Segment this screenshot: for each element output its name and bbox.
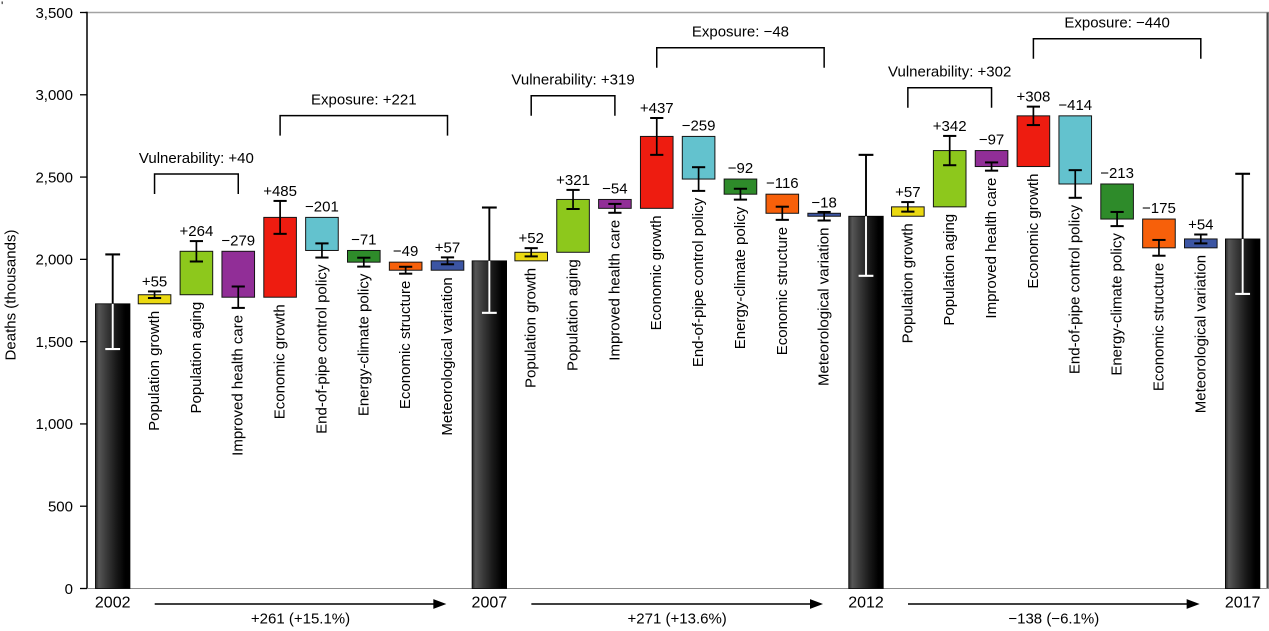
factor-name-label: Population aging [188,302,205,414]
factor-value-label: −279 [221,232,255,249]
vulnerability-label: Vulnerability: +302 [888,64,1011,81]
factor-value-label: +342 [933,118,967,135]
factor-name-label: Meteorological variation [816,228,833,386]
y-tick-label: 2,500 [35,169,73,186]
factor-name-label: Energy-climate policy [732,206,749,349]
factor-name-label: Economic growth [648,215,665,330]
factor-name-label: Improved health care [230,315,247,456]
factor-value-label: +485 [263,183,297,200]
factor-name-label: Economic growth [272,304,289,419]
factor-value-label: −18 [811,194,836,211]
factor-value-label: +57 [895,184,920,201]
exposure-bracket [656,46,825,68]
period-change-label: −138 (−6.1%) [1008,611,1099,628]
factor-value-label: +321 [556,172,590,189]
factor-name-label: End-of-pipe control policy [313,264,330,434]
y-tick-label: 500 [48,499,73,516]
factor-name-label: Improved health care [606,220,623,361]
factor-value-label: −54 [602,180,627,197]
exposure-bracket [279,114,449,136]
vulnerability-bracket [153,173,239,194]
factor-value-label: +52 [518,230,543,247]
y-tick-label: 2,000 [35,252,73,269]
period-arrow-head [1186,599,1200,609]
factor-value-label: +55 [142,273,167,290]
exposure-label: Exposure: −48 [692,24,789,41]
factor-value-label: −175 [1142,200,1176,217]
factor-value-label: −71 [351,231,376,248]
y-tick-label: 1,500 [35,334,73,351]
year-label: 2007 [472,595,508,612]
year-label: 2002 [95,595,131,612]
corner-artifact: ' [1,0,3,13]
vulnerability-label: Vulnerability: +40 [139,150,254,167]
vulnerability-bracket [907,86,993,108]
factor-value-label: −116 [766,175,799,192]
factor-value-label: +54 [1188,217,1213,234]
factor-value-label: −97 [979,132,1004,149]
year-bar-2002 [95,303,131,589]
factor-value-label: +437 [640,100,674,117]
factor-name-label: End-of-pipe control policy [1067,204,1084,374]
factor-name-label: Population aging [941,214,958,326]
factor-name-label: Economic growth [1025,174,1042,289]
factor-name-label: Population growth [523,268,540,388]
vulnerability-bracket [530,94,616,116]
factor-value-label: −49 [393,243,418,260]
vulnerability-label: Vulnerability: +319 [511,72,634,89]
exposure-label: Exposure: −440 [1064,15,1170,32]
y-tick-label: 0 [65,581,73,598]
factor-value-label: +264 [180,223,214,240]
factor-name-label: End-of-pipe control policy [690,197,707,367]
y-tick-label: 3,000 [35,87,73,104]
factor-name-label: Improved health care [983,178,1000,319]
y-axis-title: Deaths (thousands) [3,230,20,361]
factor-value-label: +57 [435,239,460,256]
factor-name-label: Population aging [565,259,582,371]
year-label: 2017 [1225,595,1261,612]
year-bar-2007 [471,260,508,589]
year-label: 2012 [848,595,884,612]
year-bar-2012 [848,215,884,589]
y-tick-label: 3,500 [35,5,73,22]
factor-value-label: −414 [1058,97,1092,114]
factor-value-label: −92 [728,160,753,177]
factor-name-label: Meteorological variation [1192,255,1209,413]
factor-name-label: Population growth [146,311,163,431]
factor-name-label: Economic structure [774,227,791,355]
exposure-label: Exposure: +221 [311,92,417,109]
exposure-bracket [1032,37,1202,59]
factor-name-label: Meteorological variation [439,277,456,435]
factor-value-label: +308 [1017,89,1051,106]
period-change-label: +271 (+13.6%) [628,611,727,628]
factor-value-label: −259 [682,117,716,134]
period-change-label: +261 (+15.1%) [251,611,350,628]
factor-name-label: Energy-climate policy [1109,233,1126,376]
factor-value-label: −213 [1100,165,1134,182]
period-arrow-head [810,599,823,609]
factor-name-label: Population growth [899,223,916,343]
factor-name-label: Economic structure [397,281,414,409]
factor-name-label: Economic structure [1150,263,1167,391]
y-tick-label: 1,000 [35,416,73,433]
factor-value-label: −201 [305,198,339,215]
period-arrow-head [433,599,447,609]
factor-name-label: Energy-climate policy [355,273,372,416]
